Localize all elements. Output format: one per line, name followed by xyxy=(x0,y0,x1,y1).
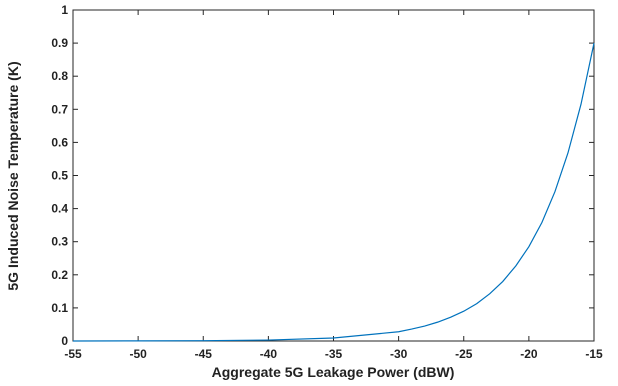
x-tick-label: -35 xyxy=(325,347,343,361)
x-tick-label: -50 xyxy=(129,347,147,361)
x-tick-label: -30 xyxy=(390,347,408,361)
y-tick-label: 0.7 xyxy=(51,102,68,116)
y-axis-title: 5G Induced Noise Temperature (K) xyxy=(5,61,21,290)
y-tick-label: 0 xyxy=(61,334,68,348)
y-tick-label: 0.9 xyxy=(51,36,68,50)
x-tick-label: -15 xyxy=(585,347,603,361)
plot-area xyxy=(72,9,595,342)
x-tick-label: -20 xyxy=(520,347,538,361)
x-tick-label: -45 xyxy=(195,347,213,361)
line-series xyxy=(72,42,595,342)
x-tick-label: -25 xyxy=(455,347,473,361)
x-axis-title: Aggregate 5G Leakage Power (dBW) xyxy=(212,364,455,380)
y-tick-label: 1 xyxy=(61,3,68,17)
y-tick-label: 0.1 xyxy=(51,301,68,315)
y-tick-label: 0.3 xyxy=(51,235,68,249)
y-tick-label: 0.5 xyxy=(51,169,68,183)
y-tick-label: 0.8 xyxy=(51,69,68,83)
y-tick-label: 0.4 xyxy=(51,202,68,216)
x-tick-label: -40 xyxy=(260,347,278,361)
y-tick-label: 0.6 xyxy=(51,135,68,149)
x-tick-label: -55 xyxy=(64,347,82,361)
y-tick-label: 0.2 xyxy=(51,268,68,282)
